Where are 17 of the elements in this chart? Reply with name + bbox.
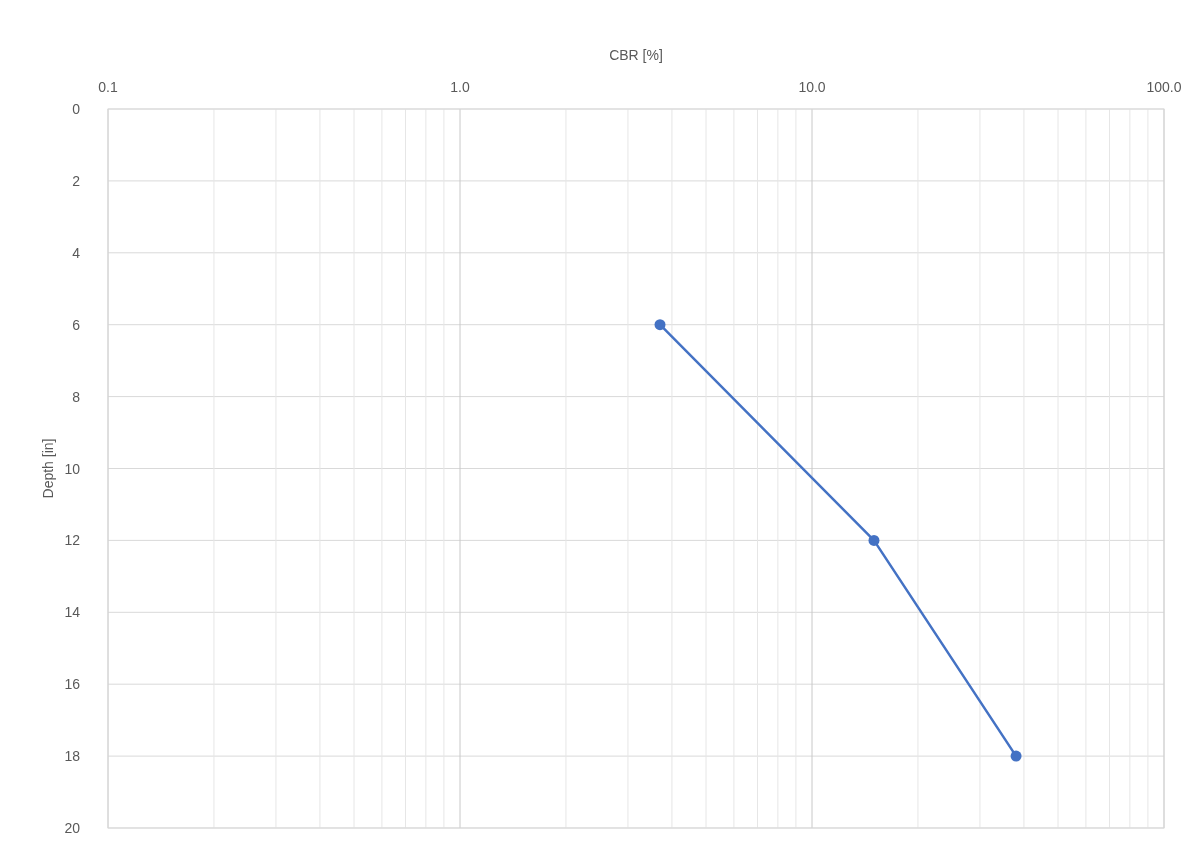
y-tick-label: 20 xyxy=(64,820,81,836)
y-tick-label: 0 xyxy=(72,101,81,117)
x-axis-title: CBR [%] xyxy=(609,47,663,63)
y-tick-label: 18 xyxy=(64,748,81,765)
y-tick-label: 12 xyxy=(64,532,81,549)
y-tick-label: 2 xyxy=(72,172,81,189)
y-tick-label: 4 xyxy=(72,244,81,261)
x-tick-label: 100.0 xyxy=(1146,79,1182,95)
y-axis-title: Depth [in] xyxy=(40,438,56,499)
x-tick-label: 0.1 xyxy=(98,79,118,95)
y-tick-label: 16 xyxy=(64,676,81,693)
y-tick-label: 6 xyxy=(72,316,81,333)
y-tick-label: 8 xyxy=(72,388,81,405)
y-tick-label: 14 xyxy=(64,604,81,621)
x-tick-label: 10.0 xyxy=(798,79,826,95)
x-tick-label: 1.0 xyxy=(450,79,470,95)
y-tick-label: 10 xyxy=(64,460,81,477)
